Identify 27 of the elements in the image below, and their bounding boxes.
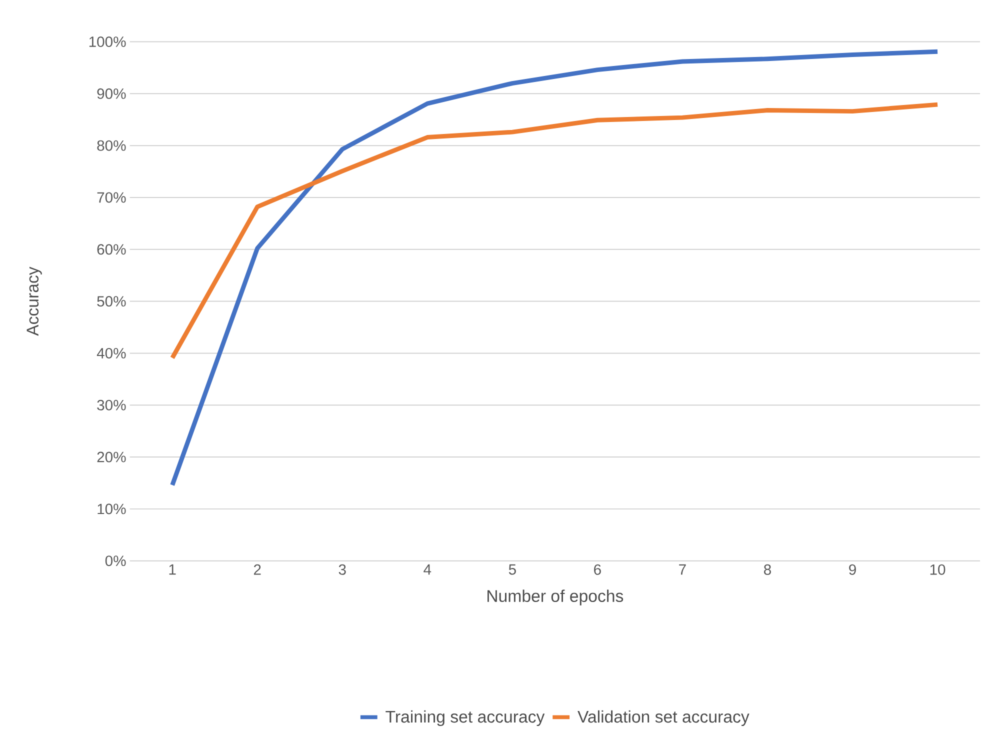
legend-label: Training set accuracy [386,710,545,726]
line-series [170,102,940,360]
x-tick-label: 1 [169,564,176,575]
y-tick-label: 50% [97,296,126,307]
y-axis-title: Accuracy [26,266,42,336]
y-tick-label: 90% [97,88,126,100]
y-tick-label: 100% [89,36,126,48]
x-tick-label: 10 [930,564,946,575]
y-tick-label: 70% [97,192,126,203]
x-tick-label: 7 [679,564,686,575]
legend-label: Validation set accuracy [578,710,750,726]
x-tick-label: 9 [849,564,856,575]
x-tick-label: 6 [594,564,601,575]
y-tick-label: 80% [97,140,126,151]
y-tick-label: 0% [105,556,126,566]
y-tick-label: 10% [98,504,126,514]
y-tick-label: 40% [96,348,126,359]
line-series [170,50,940,488]
x-axis-title: Number of epochs [488,590,624,606]
y-tick-label: 60% [97,244,126,255]
x-tick-label: 3 [338,564,346,575]
x-tick-label: 8 [764,564,771,575]
y-tick-label: 20% [97,452,126,462]
y-tick-label: 30% [97,400,126,410]
x-tick-label: 5 [508,564,516,575]
x-tick-label: 2 [254,564,261,575]
x-tick-label: 4 [424,564,432,575]
